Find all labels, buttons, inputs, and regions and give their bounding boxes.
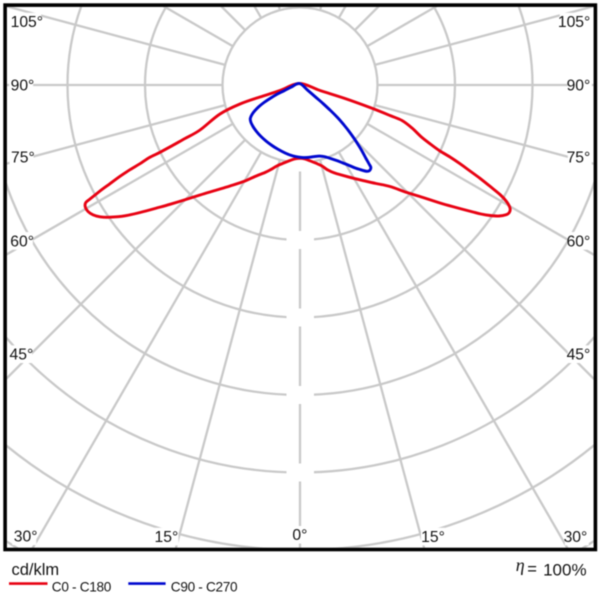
svg-text:60°: 60° [10,233,34,250]
svg-text:60°: 60° [567,233,591,250]
svg-text:15°: 15° [155,529,179,546]
svg-text:90°: 90° [11,78,35,95]
svg-text:100%: 100% [543,561,586,580]
svg-text:=: = [527,560,537,579]
svg-text:C90 - C270: C90 - C270 [171,580,238,595]
svg-text:45°: 45° [10,347,34,364]
svg-text:C0 - C180: C0 - C180 [52,580,112,595]
svg-text:30°: 30° [564,529,588,546]
svg-text:105°: 105° [558,14,590,31]
svg-text:30°: 30° [14,529,38,546]
svg-text:cd/klm: cd/klm [12,561,60,579]
svg-text:0°: 0° [292,527,307,544]
svg-text:45°: 45° [567,347,591,364]
svg-text:105°: 105° [11,14,43,31]
svg-text:90°: 90° [567,78,591,95]
svg-text:η: η [516,555,525,575]
svg-text:75°: 75° [567,150,591,167]
svg-text:15°: 15° [421,529,445,546]
svg-text:75°: 75° [11,150,35,167]
